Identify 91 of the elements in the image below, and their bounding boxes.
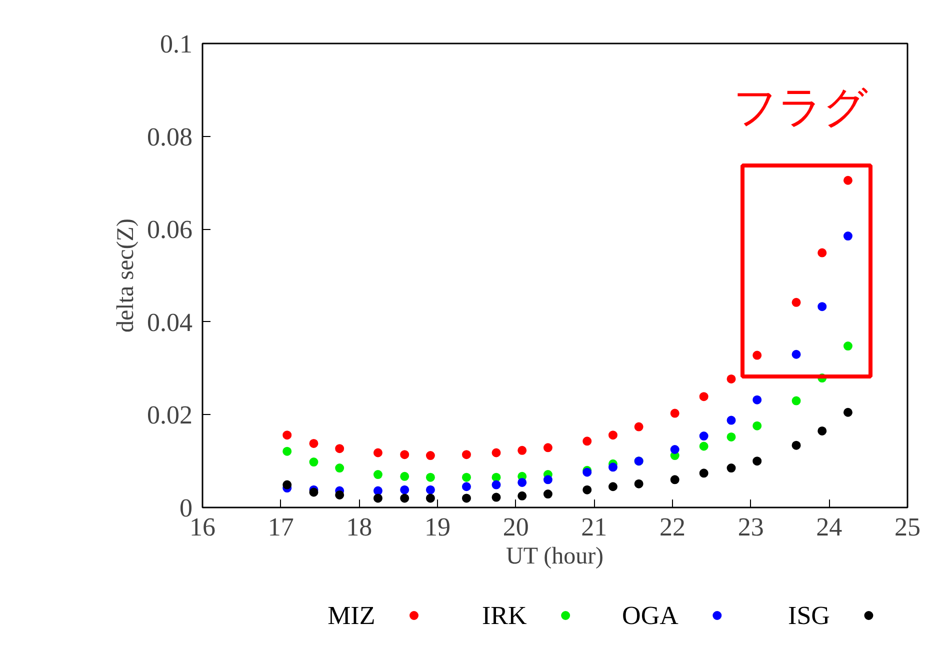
- point: [792, 298, 801, 307]
- point: [335, 490, 344, 500]
- point: [335, 444, 344, 454]
- point: [792, 350, 801, 359]
- point: [373, 448, 382, 458]
- point: [492, 480, 501, 490]
- point: [843, 176, 852, 185]
- x-axis-title: UT (hour): [506, 544, 604, 570]
- point: [670, 408, 680, 418]
- y-tick-label: 0.1: [160, 30, 192, 58]
- point: [518, 478, 527, 487]
- annotation: フラグ: [733, 82, 868, 133]
- point: [818, 248, 827, 258]
- x-tick-label: 24: [816, 512, 842, 542]
- point: [426, 485, 435, 494]
- point: [608, 482, 618, 492]
- y-axis-title: delta sec(Z): [113, 218, 139, 332]
- x-tick-label: 20: [502, 512, 529, 542]
- point: [818, 302, 827, 312]
- point: [843, 342, 852, 351]
- point: [282, 480, 292, 490]
- legend-label: ISG: [788, 601, 830, 630]
- point: [699, 468, 708, 478]
- point: [699, 432, 708, 441]
- point: [634, 479, 644, 488]
- legend-label: MIZ: [328, 601, 376, 630]
- point: [543, 490, 552, 499]
- point: [699, 392, 708, 402]
- point: [373, 486, 382, 496]
- point: [462, 494, 471, 503]
- x-tick-label: 17: [268, 512, 294, 542]
- point: [726, 464, 736, 473]
- point: [608, 462, 618, 472]
- point: [670, 475, 680, 484]
- point: [792, 396, 801, 406]
- point: [726, 432, 736, 442]
- y-tick-label: 0.06: [147, 215, 192, 244]
- x-tick-label: 16: [190, 512, 216, 542]
- point: [818, 426, 827, 436]
- point: [400, 485, 410, 494]
- point: [699, 442, 708, 451]
- x-tick-label: 19: [424, 512, 450, 542]
- point: [309, 488, 318, 497]
- point: [400, 450, 410, 460]
- point: [373, 470, 382, 480]
- point: [462, 482, 471, 492]
- point: [518, 491, 527, 500]
- x-tick-label: 21: [581, 512, 608, 542]
- point: [282, 446, 292, 456]
- point: [726, 374, 736, 384]
- point: [335, 464, 344, 473]
- point: [400, 494, 410, 503]
- point: [426, 472, 435, 482]
- x-tick-label: 25: [894, 512, 920, 542]
- point: [670, 445, 680, 454]
- point: [752, 456, 762, 466]
- point: [309, 438, 318, 448]
- y-tick-label: 0.02: [147, 400, 192, 430]
- point: [543, 443, 552, 452]
- point: [843, 232, 852, 241]
- x-tick-label: 23: [738, 512, 764, 542]
- point: [792, 440, 801, 450]
- point: [582, 436, 592, 446]
- x-tick-label: 18: [346, 512, 372, 542]
- point: [582, 485, 592, 494]
- point: [752, 350, 762, 360]
- y-tick-label: 0: [180, 494, 192, 522]
- point: [752, 395, 762, 404]
- y-tick-label: 0.08: [147, 122, 192, 152]
- x-tick-label: 22: [660, 512, 686, 542]
- point: [752, 421, 762, 430]
- point: [726, 416, 736, 425]
- point: [373, 494, 382, 503]
- point: [543, 475, 552, 484]
- legend-label: OGA: [622, 601, 679, 630]
- point: [634, 422, 644, 432]
- y-tick-label: 0.04: [147, 308, 192, 337]
- point: [492, 472, 501, 482]
- legend-label: IRK: [482, 601, 528, 630]
- point: [462, 472, 471, 482]
- point: [400, 472, 410, 481]
- point: [492, 448, 501, 458]
- point: [843, 408, 852, 417]
- point: [426, 494, 435, 503]
- point: [282, 430, 292, 440]
- point: [608, 430, 618, 440]
- point: [426, 451, 435, 460]
- point: [462, 450, 471, 460]
- point: [518, 446, 527, 455]
- point: [309, 458, 318, 467]
- point: [492, 492, 501, 502]
